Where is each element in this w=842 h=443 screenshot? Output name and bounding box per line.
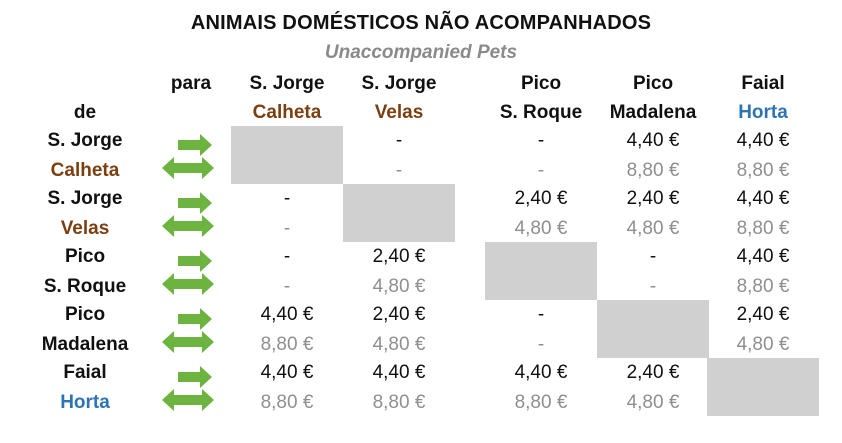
column-header-port: S. Roque bbox=[499, 102, 583, 123]
return-price: 8,80 € bbox=[736, 218, 790, 239]
return-price: - bbox=[649, 276, 657, 297]
return-price: 8,80 € bbox=[372, 392, 426, 413]
row-label-port: Velas bbox=[60, 218, 110, 239]
empty-cell bbox=[343, 184, 455, 242]
one-way-price: 2,40 € bbox=[626, 362, 680, 383]
page-subtitle: Unaccompanied Pets bbox=[324, 42, 518, 63]
return-price: - bbox=[283, 276, 291, 297]
one-way-price: 4,40 € bbox=[736, 130, 790, 151]
column-header-port: Calheta bbox=[252, 102, 322, 123]
one-way-price: - bbox=[283, 188, 291, 209]
return-price: 8,80 € bbox=[260, 334, 314, 355]
one-way-and-return-arrows-icon bbox=[162, 134, 214, 179]
return-price: 4,80 € bbox=[514, 218, 568, 239]
row-label-island: Faial bbox=[63, 362, 107, 383]
return-price: 4,80 € bbox=[372, 334, 426, 355]
empty-cell bbox=[707, 358, 819, 416]
row-label-island: Pico bbox=[64, 246, 106, 267]
one-way-price: - bbox=[537, 130, 545, 151]
return-price: 4,80 € bbox=[626, 392, 680, 413]
one-way-price: 2,40 € bbox=[736, 304, 790, 325]
row-label-port: Madalena bbox=[41, 334, 129, 355]
return-price: 8,80 € bbox=[736, 160, 790, 181]
empty-cell bbox=[597, 300, 709, 358]
return-price: - bbox=[395, 160, 403, 181]
empty-cell bbox=[485, 242, 597, 300]
one-way-and-return-arrows-icon bbox=[162, 192, 214, 237]
one-way-price: - bbox=[395, 130, 403, 151]
one-way-price: 2,40 € bbox=[626, 188, 680, 209]
column-header-port: Madalena bbox=[609, 102, 697, 123]
column-header-island: Faial bbox=[741, 73, 785, 94]
return-price: 4,80 € bbox=[372, 276, 426, 297]
one-way-price: 4,40 € bbox=[372, 362, 426, 383]
column-header-island: S. Jorge bbox=[249, 73, 325, 94]
return-price: - bbox=[283, 218, 291, 239]
return-price: 8,80 € bbox=[514, 392, 568, 413]
return-price: 8,80 € bbox=[736, 276, 790, 297]
return-price: 8,80 € bbox=[260, 392, 314, 413]
column-header-port: Velas bbox=[374, 102, 424, 123]
one-way-and-return-arrows-icon bbox=[162, 366, 214, 411]
column-header-island: S. Jorge bbox=[361, 73, 437, 94]
column-header-island: Pico bbox=[520, 73, 562, 94]
one-way-and-return-arrows-icon bbox=[162, 250, 214, 295]
one-way-price: 4,40 € bbox=[260, 362, 314, 383]
one-way-and-return-arrows-icon bbox=[162, 308, 214, 353]
return-price: - bbox=[537, 334, 545, 355]
row-label-island: S. Jorge bbox=[47, 130, 123, 151]
row-label-port: Calheta bbox=[50, 160, 120, 181]
column-header-island: Pico bbox=[632, 73, 674, 94]
row-label-island: S. Jorge bbox=[47, 188, 123, 209]
return-price: - bbox=[537, 160, 545, 181]
one-way-price: 4,40 € bbox=[736, 246, 790, 267]
one-way-price: - bbox=[649, 246, 657, 267]
one-way-price: 2,40 € bbox=[372, 246, 426, 267]
row-label-port: Horta bbox=[60, 392, 110, 413]
one-way-price: 2,40 € bbox=[372, 304, 426, 325]
one-way-price: 4,40 € bbox=[514, 362, 568, 383]
row-label-island: Pico bbox=[64, 304, 106, 325]
return-price: 8,80 € bbox=[626, 160, 680, 181]
one-way-price: 4,40 € bbox=[626, 130, 680, 151]
return-price: 4,80 € bbox=[626, 218, 680, 239]
one-way-price: - bbox=[283, 246, 291, 267]
empty-cell bbox=[231, 126, 343, 184]
one-way-price: - bbox=[537, 304, 545, 325]
header-para: para bbox=[170, 73, 212, 94]
one-way-price: 4,40 € bbox=[736, 188, 790, 209]
header-de: de bbox=[73, 102, 97, 123]
page-title: ANIMAIS DOMÉSTICOS NÃO ACOMPANHADOS bbox=[190, 12, 652, 34]
one-way-price: 4,40 € bbox=[260, 304, 314, 325]
row-label-port: S. Roque bbox=[43, 276, 127, 297]
one-way-price: 2,40 € bbox=[514, 188, 568, 209]
return-price: 4,80 € bbox=[736, 334, 790, 355]
column-header-port: Horta bbox=[738, 102, 788, 123]
